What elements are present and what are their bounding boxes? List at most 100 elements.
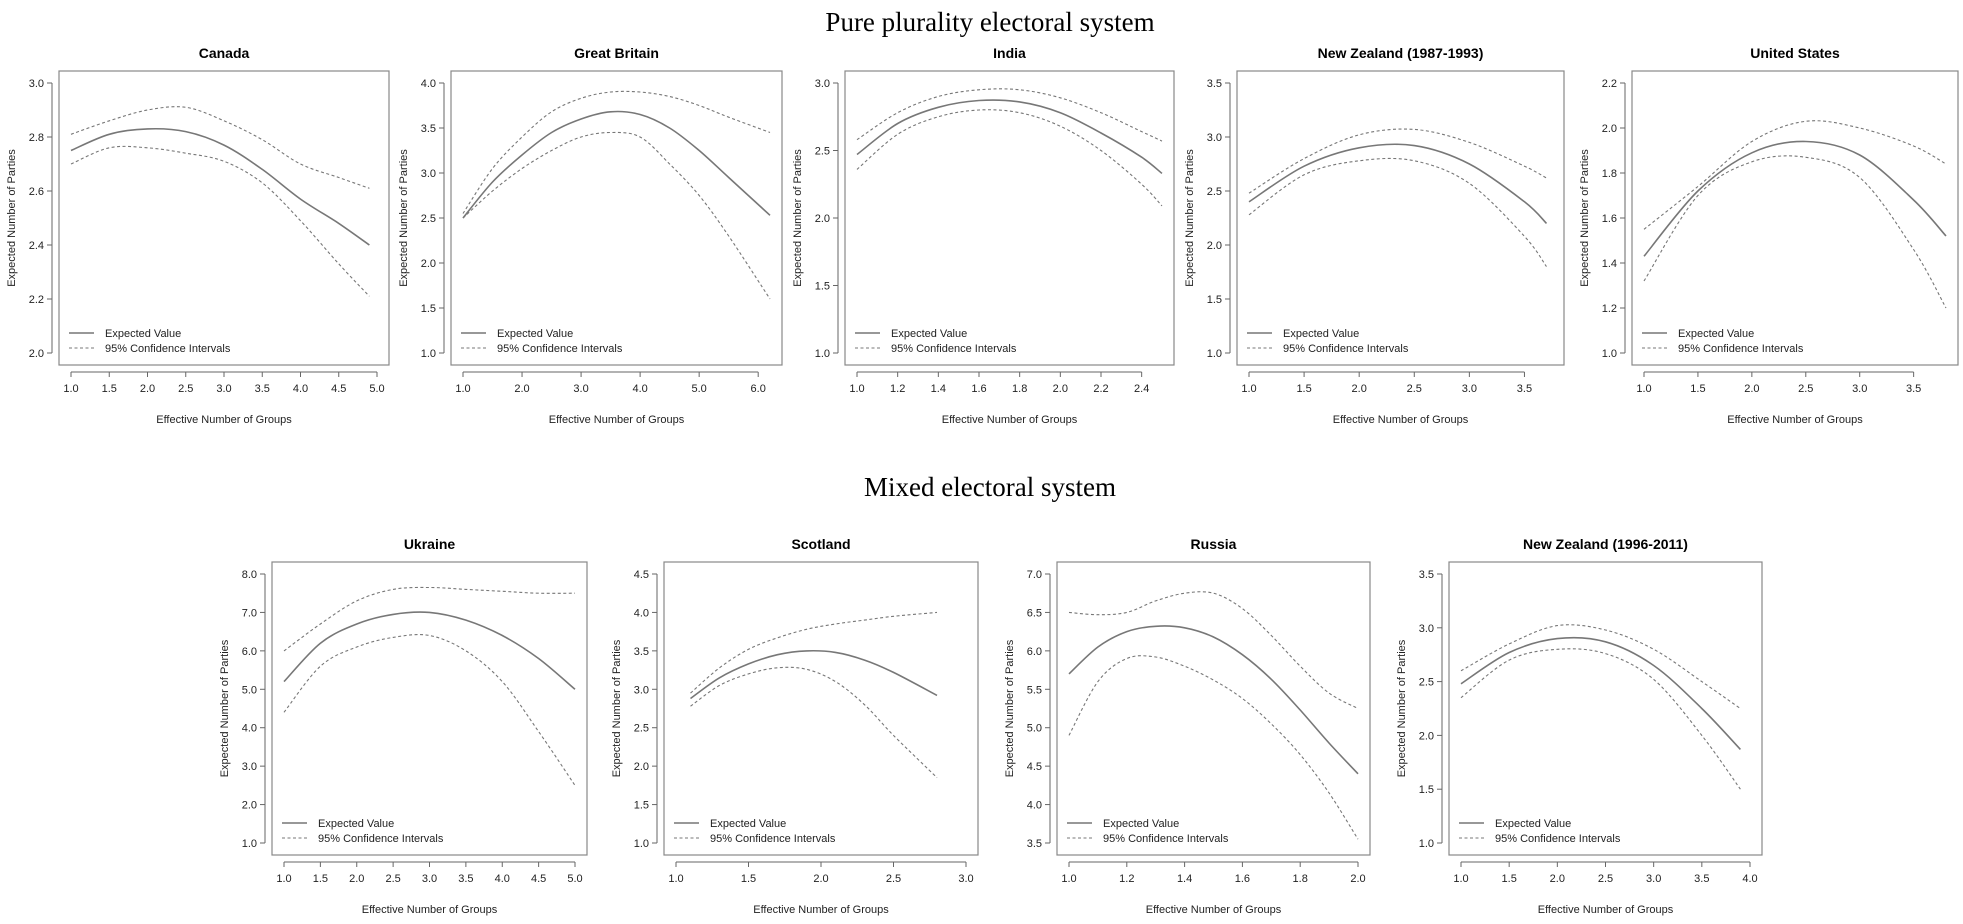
- legend-label-ci: 95% Confidence Intervals: [318, 833, 444, 845]
- expected-value-line: [462, 110, 771, 219]
- x-tick-label: 2.5: [1798, 383, 1813, 395]
- x-tick-label: 1.6: [1235, 873, 1250, 885]
- legend-label-ci: 95% Confidence Intervals: [105, 343, 231, 355]
- y-tick-label: 3.5: [421, 123, 436, 135]
- y-axis-label: Expected Number of Parties: [219, 639, 231, 777]
- expected-value-line: [70, 127, 370, 246]
- x-tick-label: 2.0: [813, 873, 828, 885]
- y-tick-label: 3.0: [421, 168, 436, 180]
- y-tick-label: 2.0: [242, 800, 257, 812]
- x-tick-label: 2.0: [140, 383, 155, 395]
- panel-title: India: [993, 45, 1026, 61]
- y-tick-label: 1.5: [421, 303, 436, 315]
- x-tick-label: 1.5: [741, 873, 756, 885]
- x-tick-label: 3.0: [1646, 873, 1661, 885]
- chart-panel: India 1.0 1.2 1.4 1.6 1.8 2.0 2.2 2.4 Effective N…: [792, 45, 1175, 426]
- panel-title: Canada: [199, 45, 250, 61]
- legend-label-ci: 95% Confidence Intervals: [497, 343, 623, 355]
- x-axis-label: Effective Number of Groups: [1727, 414, 1863, 426]
- y-tick-label: 3.5: [1027, 838, 1042, 850]
- plot-frame: [450, 70, 783, 366]
- y-tick-label: 3.0: [1207, 132, 1222, 144]
- y-tick-label: 3.5: [634, 646, 649, 658]
- expected-value-line: [1068, 625, 1359, 775]
- y-tick-label: 3.0: [242, 761, 257, 773]
- x-tick-label: 2.2: [1093, 383, 1108, 395]
- legend-label-expected: Expected Value: [497, 328, 573, 340]
- x-tick-label: 1.6: [971, 383, 986, 395]
- legend-label-ci: 95% Confidence Intervals: [1495, 833, 1621, 845]
- x-tick-label: 1.5: [1296, 383, 1311, 395]
- y-tick-label: 1.5: [1207, 294, 1222, 306]
- x-axis-label: Effective Number of Groups: [942, 414, 1078, 426]
- y-tick-label: 1.4: [1602, 258, 1617, 270]
- y-axis-label: Expected Number of Parties: [611, 639, 623, 777]
- y-tick-label: 1.0: [1602, 348, 1617, 360]
- x-tick-label: 1.0: [1636, 383, 1651, 395]
- x-tick-label: 2.5: [1598, 873, 1613, 885]
- x-tick-label: 2.0: [1350, 873, 1365, 885]
- y-tick-label: 2.0: [1419, 730, 1434, 742]
- confidence-interval-line: [1068, 591, 1359, 709]
- y-tick-label: 4.0: [634, 607, 649, 619]
- x-tick-label: 3.0: [958, 873, 973, 885]
- y-tick-label: 1.0: [815, 348, 830, 360]
- legend-label-ci: 95% Confidence Intervals: [710, 833, 836, 845]
- confidence-interval-line: [690, 611, 938, 694]
- legend-label-ci: 95% Confidence Intervals: [891, 343, 1017, 355]
- legend-label-expected: Expected Value: [1103, 818, 1179, 830]
- plot-frame: [663, 561, 979, 856]
- x-tick-label: 2.0: [1352, 383, 1367, 395]
- y-tick-label: 5.5: [1027, 684, 1042, 696]
- y-tick-label: 2.5: [1207, 186, 1222, 198]
- x-tick-label: 1.5: [102, 383, 117, 395]
- x-tick-label: 1.0: [849, 383, 864, 395]
- y-tick-label: 4.0: [421, 78, 436, 90]
- y-tick-label: 1.5: [1419, 784, 1434, 796]
- x-tick-label: 2.5: [1407, 383, 1422, 395]
- x-tick-label: 1.0: [455, 383, 470, 395]
- x-tick-label: 3.5: [255, 383, 270, 395]
- x-tick-label: 2.4: [1134, 383, 1149, 395]
- chart-panel: United States 1.0 1.5 2.0 2.5 3.0 3.5 Effective…: [1579, 45, 1959, 426]
- x-tick-label: 4.5: [531, 873, 546, 885]
- x-axis-label: Effective Number of Groups: [753, 904, 889, 916]
- y-tick-label: 2.2: [1602, 78, 1617, 90]
- x-tick-label: 2.0: [1744, 383, 1759, 395]
- legend-label-expected: Expected Value: [318, 818, 394, 830]
- panel-title: New Zealand (1996-2011): [1523, 536, 1688, 552]
- x-tick-label: 3.0: [1462, 383, 1477, 395]
- x-tick-label: 1.0: [1061, 873, 1076, 885]
- panel-title: Ukraine: [404, 536, 456, 552]
- legend-label-expected: Expected Value: [105, 328, 181, 340]
- section-title-plurality: Pure plurality electoral system: [825, 7, 1154, 37]
- x-tick-label: 1.5: [313, 873, 328, 885]
- chart-panel: Great Britain 1.0 2.0 3.0 4.0 5.0 6.0 Effective…: [398, 45, 783, 426]
- x-tick-label: 1.4: [931, 383, 946, 395]
- chart-panel: Ukraine 1.0 1.5 2.0 2.5 3.0 3.5 4.0 4.5 5.0 Effect…: [219, 536, 588, 916]
- x-tick-label: 3.0: [1852, 383, 1867, 395]
- y-axis-label: Expected Number of Parties: [792, 149, 804, 287]
- legend-label-ci: 95% Confidence Intervals: [1283, 343, 1409, 355]
- y-axis-label: Expected Number of Parties: [398, 149, 410, 287]
- y-tick-label: 2.5: [421, 213, 436, 225]
- y-tick-label: 6.5: [1027, 607, 1042, 619]
- y-tick-label: 2.0: [1207, 240, 1222, 252]
- confidence-interval-line: [70, 106, 370, 189]
- legend-label-ci: 95% Confidence Intervals: [1103, 833, 1229, 845]
- x-tick-label: 1.8: [1293, 873, 1308, 885]
- x-tick-label: 4.0: [495, 873, 510, 885]
- y-tick-label: 2.0: [29, 348, 44, 360]
- plot-frame: [271, 561, 588, 856]
- confidence-interval-line: [1068, 655, 1359, 840]
- y-tick-label: 2.0: [421, 258, 436, 270]
- x-tick-label: 1.5: [1690, 383, 1705, 395]
- x-tick-label: 2.5: [886, 873, 901, 885]
- confidence-interval-line: [1643, 120, 1947, 230]
- plot-frame: [844, 70, 1175, 366]
- y-tick-label: 2.0: [815, 213, 830, 225]
- legend-label-expected: Expected Value: [1283, 328, 1359, 340]
- chart-panels: Canada 1.0 1.5 2.0 2.5 3.0 3.5 4.0 4.5 5.0 Effecti…: [6, 45, 1959, 916]
- y-tick-label: 1.8: [1602, 168, 1617, 180]
- y-tick-label: 3.0: [815, 78, 830, 90]
